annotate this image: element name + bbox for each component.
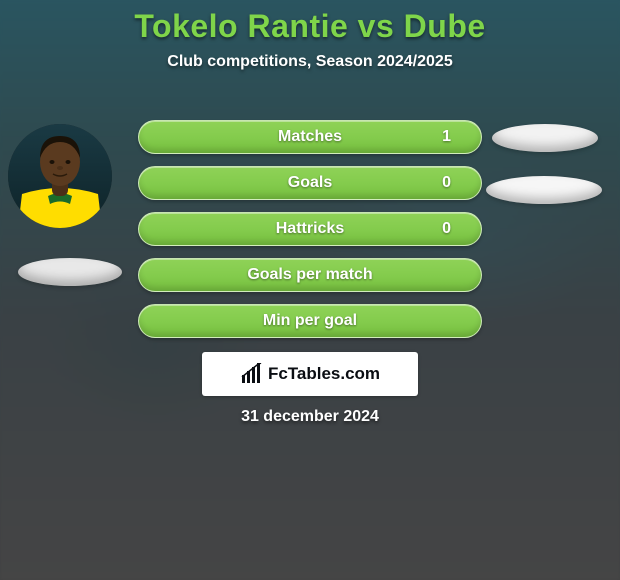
bar-label: Goals per match	[139, 259, 481, 291]
oval-right-2	[486, 176, 602, 204]
page-subtitle: Club competitions, Season 2024/2025	[0, 53, 620, 71]
chart-icon	[240, 363, 262, 385]
bar-value-right: 0	[442, 213, 451, 245]
bar-value-right: 1	[442, 121, 451, 153]
oval-left	[18, 258, 122, 286]
bar-min-per-goal: Min per goal	[138, 304, 482, 338]
bar-hattricks: Hattricks 0	[138, 212, 482, 246]
content-root: Tokelo Rantie vs Dube Club competitions,…	[0, 0, 620, 71]
bar-label: Matches	[139, 121, 481, 153]
footer-date: 31 december 2024	[0, 408, 620, 426]
bar-goals: Goals 0	[138, 166, 482, 200]
bar-value-right: 0	[442, 167, 451, 199]
bar-goals-per-match: Goals per match	[138, 258, 482, 292]
branding-badge: FcTables.com	[202, 352, 418, 396]
comparison-bars: Matches 1 Goals 0 Hattricks 0 Goals per …	[138, 120, 482, 350]
bar-label: Hattricks	[139, 213, 481, 245]
avatar-illustration	[8, 124, 112, 228]
oval-right-1	[492, 124, 598, 152]
player-left-avatar	[8, 124, 112, 228]
page-title: Tokelo Rantie vs Dube	[0, 8, 620, 45]
bar-label: Goals	[139, 167, 481, 199]
branding-text: FcTables.com	[268, 364, 380, 384]
bar-label: Min per goal	[139, 305, 481, 337]
bar-matches: Matches 1	[138, 120, 482, 154]
